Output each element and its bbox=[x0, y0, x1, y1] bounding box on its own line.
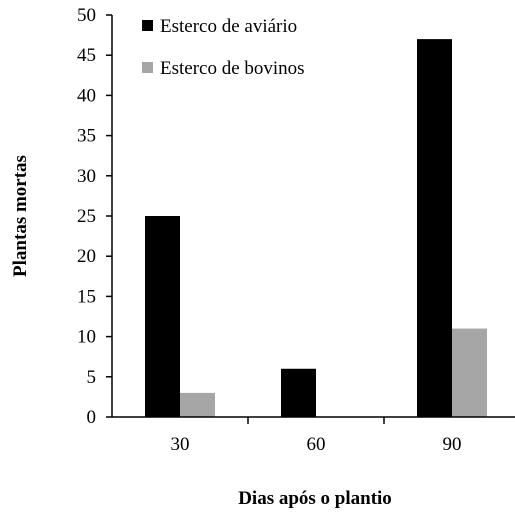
legend-label: Esterco de bovinos bbox=[160, 58, 305, 79]
y-tick-label: 0 bbox=[87, 407, 97, 428]
bar-bovinos-90 bbox=[452, 328, 487, 417]
y-tick-label: 50 bbox=[77, 5, 96, 26]
legend-swatch bbox=[142, 62, 153, 73]
bar-aviario-90 bbox=[417, 39, 452, 418]
plot-area bbox=[145, 39, 487, 418]
y-tick-label: 35 bbox=[77, 126, 96, 147]
legend-swatch bbox=[142, 20, 153, 31]
y-tick-label: 20 bbox=[77, 246, 96, 267]
x-tick-label: 30 bbox=[171, 434, 190, 455]
legend-label: Esterco de aviário bbox=[160, 16, 297, 37]
legend: Esterco de aviário Esterco de bovinos bbox=[142, 16, 305, 79]
y-axis-title: Plantas mortas bbox=[10, 155, 31, 277]
y-tick-label: 40 bbox=[77, 85, 96, 106]
y-tick-label: 10 bbox=[77, 327, 96, 348]
y-tick-label: 45 bbox=[77, 45, 96, 66]
bar-bovinos-30 bbox=[180, 392, 215, 417]
x-tick-label: 60 bbox=[307, 434, 326, 455]
bar-aviario-60 bbox=[281, 368, 316, 417]
x-axis-title: Dias após o plantio bbox=[238, 488, 392, 509]
y-tick-label: 25 bbox=[77, 206, 96, 227]
y-tick-label: 5 bbox=[87, 367, 97, 388]
y-tick-label: 15 bbox=[77, 286, 96, 307]
bar-aviario-30 bbox=[145, 216, 180, 417]
x-tick-label: 90 bbox=[443, 434, 462, 455]
axes: 0 5 10 15 20 25 30 35 40 45 50 30 60 90 bbox=[77, 5, 515, 455]
y-tick-label: 30 bbox=[77, 166, 96, 187]
